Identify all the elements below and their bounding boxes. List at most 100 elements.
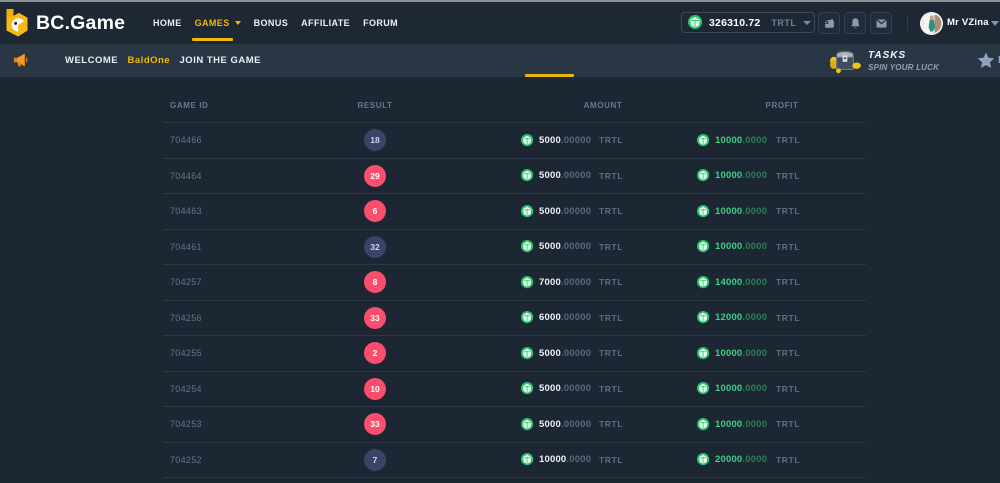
amount-cell: 5000.00000 — [521, 123, 591, 158]
wallet-button[interactable] — [818, 12, 840, 34]
favorites-widget[interactable]: F — [977, 44, 1000, 77]
amount-cell: 5000.00000 — [521, 336, 591, 371]
trtl-coin-icon — [697, 204, 710, 218]
bet-row[interactable]: 704254 10 5000.00000 TRTL 10000.0000 TRTL — [163, 372, 866, 407]
bet-row[interactable]: 704255 2 5000.00000 TRTL 10000.0000 TRTL — [163, 336, 866, 372]
game-id-cell: 704257 — [170, 277, 202, 288]
nav-item-forum[interactable]: FORUM — [363, 2, 398, 44]
col-header-result: RESULT — [357, 101, 393, 110]
trtl-coin-icon — [521, 240, 534, 253]
active-tab-indicator — [525, 74, 574, 77]
bet-row[interactable]: 704253 33 5000.00000 TRTL 10000.0000 TRTL — [163, 407, 866, 443]
game-id-cell: 704461 — [170, 241, 202, 252]
top-navbar: BC.Game HOME GAMES BONUS AFFILIATE FORUM 326… — [0, 2, 1000, 44]
amount-cell: 5000.00000 — [521, 407, 591, 442]
welcome-text: WELCOME — [65, 55, 119, 66]
amount-cell: 5000.00000 — [521, 372, 591, 407]
bet-row[interactable]: 704464 29 5000.00000 TRTL 10000.0000 TRTL — [163, 159, 866, 194]
profit-decimals: .0000 — [742, 454, 768, 466]
brand-wordmark[interactable]: BC.Game — [36, 12, 126, 34]
amount-integer: 6000 — [539, 312, 561, 324]
trtl-coin-icon — [521, 346, 534, 360]
game-id-cell: 704254 — [170, 383, 202, 394]
bet-row[interactable]: 704466 18 5000.00000 TRTL 10000.0000 TRTL — [163, 123, 866, 159]
game-id-cell: 704255 — [170, 348, 202, 359]
announcement-username: BaldOne — [127, 55, 171, 66]
amount-cell: 5000.00000 — [521, 194, 591, 229]
amount-value: 7000.00000 — [539, 277, 591, 288]
announcement-join-text: JOIN THE GAME — [179, 55, 261, 66]
megaphone-icon — [13, 53, 28, 67]
amount-integer: 5000 — [539, 418, 561, 430]
nav-item-bonus[interactable]: BONUS — [254, 2, 289, 44]
tasks-widget[interactable]: TASKS SPIN YOUR LUCK — [828, 44, 939, 77]
amount-currency-label: TRTL — [599, 348, 624, 359]
bet-row[interactable]: 704461 32 5000.00000 TRTL 10000.0000 TRTL — [163, 230, 866, 265]
result-badge: 7 — [364, 448, 386, 471]
profit-decimals: .0000 — [742, 418, 768, 430]
profit-cell: 10000.0000 — [697, 159, 767, 194]
profit-integer: 20000 — [715, 454, 743, 466]
amount-currency-label: TRTL — [599, 419, 624, 430]
balance-selector[interactable]: 326310.72 TRTL — [681, 12, 815, 33]
profit-value: 20000.0000 — [715, 454, 767, 465]
bet-row[interactable]: 704256 33 6000.00000 TRTL 12000.0000 TRTL — [163, 301, 866, 336]
profit-currency-label: TRTL — [776, 206, 801, 217]
bets-table: GAME ID RESULT AMOUNT PROFIT 704466 18 500… — [163, 88, 866, 478]
amount-cell: 6000.00000 — [521, 301, 591, 336]
trtl-coin-icon — [521, 311, 534, 324]
profit-value: 12000.0000 — [715, 312, 767, 323]
profit-value: 10000.0000 — [715, 383, 767, 394]
amount-decimals: .00000 — [560, 418, 592, 430]
window-top-edge — [0, 0, 1000, 2]
result-badge: 6 — [364, 200, 386, 223]
profit-currency-label: TRTL — [776, 277, 801, 288]
nav-item-games[interactable]: GAMES — [191, 2, 241, 44]
bets-table-header: GAME ID RESULT AMOUNT PROFIT — [163, 88, 866, 123]
bet-row[interactable]: 704257 8 7000.00000 TRTL 14000.0000 TRTL — [163, 265, 866, 301]
profit-cell: 20000.0000 — [697, 443, 767, 478]
bell-icon — [850, 17, 860, 28]
bc-game-logo-icon[interactable] — [5, 8, 29, 38]
game-id-cell: 704464 — [170, 170, 202, 181]
tasks-labels: TASKS SPIN YOUR LUCK — [868, 49, 939, 73]
profit-currency-label: TRTL — [776, 454, 801, 465]
profit-integer: 10000 — [715, 418, 743, 430]
profit-integer: 10000 — [715, 347, 743, 359]
user-avatar[interactable] — [920, 12, 943, 35]
favorites-partial-label: F — [998, 55, 1000, 66]
amount-integer: 5000 — [539, 205, 561, 217]
amount-decimals: .00000 — [560, 312, 592, 324]
notifications-button[interactable] — [844, 12, 866, 34]
nav-item-affiliate[interactable]: AFFILIATE — [301, 2, 350, 44]
messages-button[interactable] — [870, 12, 892, 34]
trtl-coin-icon — [697, 417, 710, 431]
user-menu-caret-icon[interactable] — [991, 21, 999, 26]
profit-integer: 10000 — [715, 241, 743, 253]
profit-decimals: .0000 — [742, 383, 768, 395]
result-badge: 18 — [364, 129, 386, 152]
game-id-cell: 704252 — [170, 454, 202, 465]
nav-item-home[interactable]: HOME — [153, 2, 182, 44]
amount-value: 5000.00000 — [539, 206, 591, 217]
profit-cell: 10000.0000 — [697, 372, 767, 407]
profit-currency-label: TRTL — [776, 348, 801, 359]
amount-decimals: .00000 — [560, 134, 592, 146]
profit-value: 10000.0000 — [715, 135, 767, 146]
username-label[interactable]: Mr VZina — [947, 17, 989, 28]
trtl-coin-icon — [521, 204, 534, 218]
amount-value: 5000.00000 — [539, 170, 591, 181]
amount-value: 5000.00000 — [539, 135, 591, 146]
announcement-bar: WELCOME BaldOne JOIN THE GAME TASKS — [0, 44, 1000, 77]
bet-row[interactable]: 704252 7 10000.0000 TRTL 20000.0000 TRTL — [163, 443, 866, 478]
nav-item-label: GAMES — [194, 18, 230, 28]
bet-row[interactable]: 704463 6 5000.00000 TRTL 10000.0000 TRTL — [163, 194, 866, 230]
result-badge: 29 — [364, 164, 386, 187]
avatar-photo — [920, 12, 943, 35]
result-badge: 33 — [364, 306, 386, 329]
balance-caret-icon — [803, 20, 812, 25]
profit-cell: 10000.0000 — [697, 123, 767, 158]
profit-cell: 10000.0000 — [697, 194, 767, 229]
profit-currency-label: TRTL — [776, 241, 801, 252]
profit-integer: 10000 — [715, 170, 743, 182]
